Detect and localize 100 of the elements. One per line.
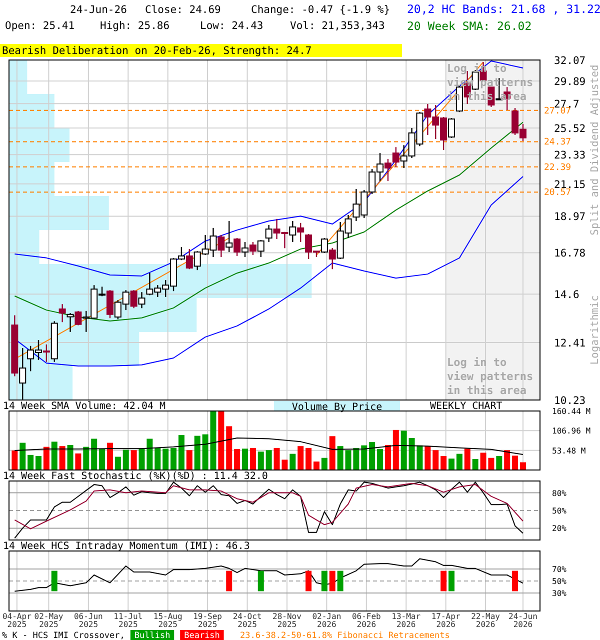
x-tick-label: 24-Jun 2026 [508,612,538,629]
bar [234,449,240,470]
bar [75,453,82,470]
bar [242,448,248,470]
y-tick-label: 30% [552,589,567,598]
bar [464,448,470,470]
line-series [14,122,524,322]
line-series [14,558,524,592]
bar [194,436,200,470]
y-tick-label: 50% [552,506,567,516]
bar [384,444,391,470]
bar [130,450,137,470]
text: High: 25.86 [100,20,170,32]
annotation: WEEKLY CHART [430,401,502,412]
bar [337,446,344,470]
bar [456,454,462,470]
candlestick [106,290,114,319]
candlestick [384,158,392,182]
bar [226,426,232,470]
x-tick-label: 02-May 2025 [34,612,64,629]
y-tick-label: 14.6 [554,289,580,302]
x-tick-label: 02-Jan 2026 [312,612,342,629]
bar [424,446,431,470]
x-tick-label: 13-Mar 2026 [392,612,421,629]
y-tick-label: 32.07 [554,55,586,67]
bar [400,430,407,470]
y-tick-label: 70% [552,565,567,574]
text: 23.6-38.2-50-61.8% Fibonacci Retracements [240,631,450,640]
bar [377,449,384,470]
bar [122,450,129,470]
bar [51,442,58,470]
candlestick [42,344,50,362]
candlestick [242,241,248,258]
candlestick [297,222,304,243]
y-axis-title: Split and Dividend Adjusted [589,64,600,236]
candlestick [138,292,146,309]
bar [290,454,296,470]
text: Close: 24.69 [145,4,221,16]
candlestick [328,247,336,270]
y-tick-label: 16.78 [554,248,586,260]
x-tick-label: 06-Jun 2025 [74,612,104,629]
y-tick-label: 23.33 [554,150,586,162]
candlestick [257,239,264,258]
candlestick [249,241,256,256]
x-tick-label: 24-Oct 2025 [232,612,262,629]
candlestick [58,304,66,323]
x-tick-label: 04-Apr 2025 [2,612,32,629]
bar [512,456,518,470]
candlestick [320,237,328,254]
y-tick-label: 80% [552,488,567,498]
candlestick [448,117,455,139]
bar [306,448,312,470]
legend-title: % K - HCS IMI Crossover, [2,631,125,640]
bar [266,450,272,470]
text: Change: -0.47 {-1.9 %} [251,4,390,16]
text: 20 Week SMA: 26.02 [407,19,532,33]
bar [313,462,320,470]
x-tick-label: 15-Aug 2025 [153,612,182,629]
line-series [14,482,524,530]
candlestick [186,248,193,270]
bar [321,458,328,470]
ref-line-label: 22.39 [544,162,572,173]
bar [99,449,106,470]
bar [36,456,42,470]
chart-title: 14 Week HCS Intraday Momentum (IMI): 46.3 [3,541,250,552]
bar [329,436,336,470]
text: Low: 24.43 [200,20,264,32]
text: Open: 25.41 [5,20,75,32]
bar [258,452,264,470]
bar [59,446,66,470]
bar [472,458,478,470]
line-series [14,438,524,456]
bar [162,448,169,470]
bar [496,456,502,470]
candlestick [66,312,74,333]
x-tick-label: 22-May 2026 [471,612,500,629]
bar [20,442,26,470]
bar [12,450,18,470]
text: Volume By Price [292,402,382,413]
x-tick-label: 06-Feb 2026 [352,612,382,629]
bar [186,450,192,470]
bar [67,444,74,470]
y-tick-label: 53.48 M [552,446,586,456]
x-tick-label: 17-Apr 2026 [431,612,460,629]
y-tick-label: 29.89 [554,76,586,88]
bar [83,446,90,470]
bar [106,442,113,470]
bar [178,435,184,470]
text: Vol: 21,353,343 [290,20,385,32]
text: Bearish [184,631,220,640]
y-tick-label: 25.52 [554,122,586,135]
bar [432,450,439,470]
candlestick [226,220,233,253]
bar [250,448,256,470]
bar [369,442,376,470]
y-tick-label: 106.96 M [552,426,591,436]
x-tick-label: 19-Sep 2025 [193,612,222,629]
text: Logarithmic [589,295,600,365]
bar [361,445,368,470]
y-tick-label: 10.23 [554,395,586,407]
